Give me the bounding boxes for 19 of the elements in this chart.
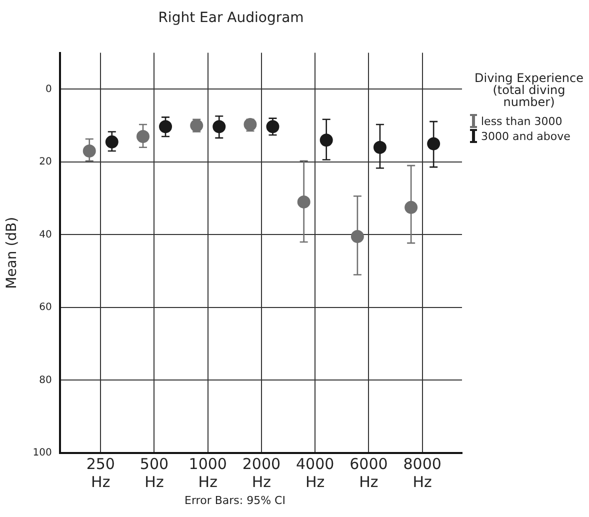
- y-tick-label: 60: [39, 302, 52, 314]
- y-tick-label: 100: [32, 448, 52, 459]
- x-tick-label: 250 Hz: [86, 454, 115, 491]
- legend-label: 3000 and above: [481, 130, 570, 142]
- chart-title: Right Ear Audiogram: [158, 10, 304, 26]
- x-tick-label: 2000 Hz: [242, 454, 281, 491]
- x-tick-label: 500 Hz: [140, 454, 169, 491]
- x-tick-label: 6000 Hz: [350, 454, 388, 491]
- y-tick-label: 20: [39, 156, 52, 168]
- x-tick-label: 1000 Hz: [188, 454, 227, 491]
- y-tick-label: 40: [39, 229, 52, 240]
- legend-title: Diving Experience (total diving number): [474, 71, 584, 109]
- x-tick-label: 8000 Hz: [403, 454, 442, 491]
- x-tick-label: 4000 Hz: [296, 454, 334, 491]
- y-tick-label: 80: [39, 374, 52, 386]
- legend-label: less than 3000: [481, 114, 562, 128]
- y-axis-title: Mean (dB): [4, 216, 20, 289]
- text: Error Bars: 95% CI: [184, 494, 286, 507]
- y-tick-label: 0: [46, 84, 52, 95]
